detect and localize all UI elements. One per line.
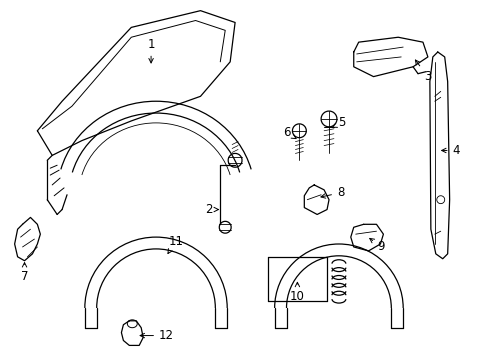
Text: 12: 12 — [140, 329, 174, 342]
Text: 11: 11 — [167, 235, 183, 253]
Text: 7: 7 — [20, 263, 28, 283]
Text: 3: 3 — [414, 60, 431, 83]
Text: 5: 5 — [332, 116, 345, 129]
Text: 8: 8 — [320, 186, 344, 199]
Text: 10: 10 — [289, 282, 304, 303]
Text: 2: 2 — [204, 203, 218, 216]
Text: 4: 4 — [441, 144, 459, 157]
Text: 6: 6 — [282, 126, 296, 139]
Text: 1: 1 — [147, 38, 155, 63]
Text: 9: 9 — [369, 238, 385, 253]
